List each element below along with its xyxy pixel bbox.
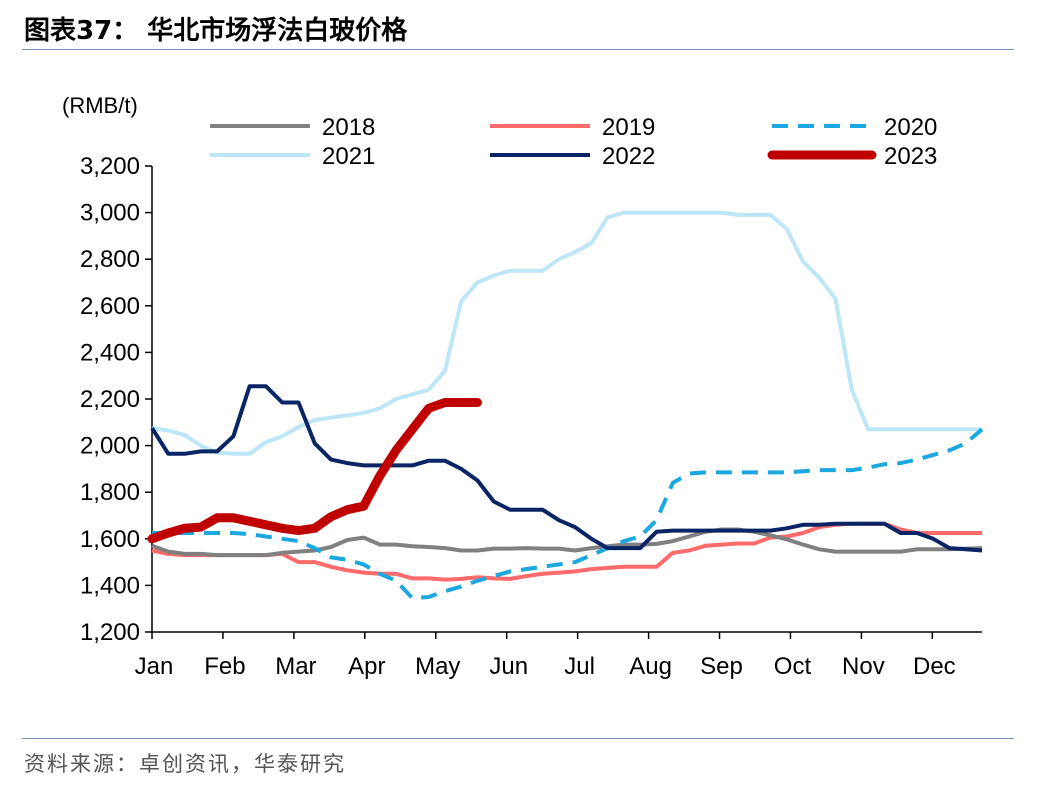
y-tick-label: 3,200	[80, 153, 140, 180]
series-line-2021	[151, 210, 982, 456]
footer-divider	[22, 738, 1014, 739]
x-tick-label: Jun	[489, 653, 528, 680]
y-tick-label: 2,000	[80, 433, 140, 460]
legend-label-2020: 2020	[884, 114, 937, 141]
y-tick-label: 1,600	[80, 526, 140, 553]
x-tick-label: Aug	[629, 653, 672, 680]
legend-label-2018: 2018	[322, 114, 375, 141]
legend-label-2021: 2021	[322, 143, 375, 170]
series-line-2022	[150, 384, 983, 553]
x-tick-label: Feb	[204, 653, 245, 680]
chart-series	[147, 210, 984, 601]
series-line-2020	[152, 427, 984, 601]
legend-label-2019: 2019	[602, 114, 655, 141]
chart-axes: 1,200 1,400 1,600 1,800 2,000 2,200 2,400 2,600…	[62, 93, 982, 680]
y-tick-label: 2,400	[80, 339, 140, 366]
y-tick-label: 1,800	[80, 479, 140, 506]
x-tick-label: Jan	[135, 653, 174, 680]
y-tick-label: 2,200	[80, 386, 140, 413]
legend-label-2022: 2022	[602, 143, 655, 170]
series-line-2018	[151, 527, 983, 558]
y-axis-label: (RMB/t)	[62, 93, 138, 118]
y-tick-label: 2,800	[80, 246, 140, 273]
page-title: 图表37： 华北市场浮法白玻价格	[24, 16, 408, 46]
x-tick-label: Jul	[564, 653, 595, 680]
header-divider	[22, 49, 1014, 50]
x-tick-label: May	[415, 653, 460, 680]
source-note: 资料来源：卓创资讯，华泰研究	[24, 752, 346, 776]
y-tick-label: 1,200	[80, 619, 140, 646]
legend-label-2023: 2023	[884, 143, 937, 170]
x-tick-label: Dec	[913, 653, 956, 680]
x-tick-label: Sep	[700, 653, 743, 680]
chart-legend: 2018 2019 2020 2021 2022 2023	[210, 114, 937, 170]
y-tick-label: 2,600	[80, 293, 140, 320]
x-tick-label: Nov	[842, 653, 885, 680]
series-line-2023	[147, 398, 482, 544]
x-tick-label: Apr	[348, 653, 385, 680]
y-tick-label: 1,400	[80, 572, 140, 599]
x-tick-label: Mar	[275, 653, 316, 680]
y-tick-label: 3,000	[80, 200, 140, 227]
x-tick-label: Oct	[774, 653, 812, 680]
